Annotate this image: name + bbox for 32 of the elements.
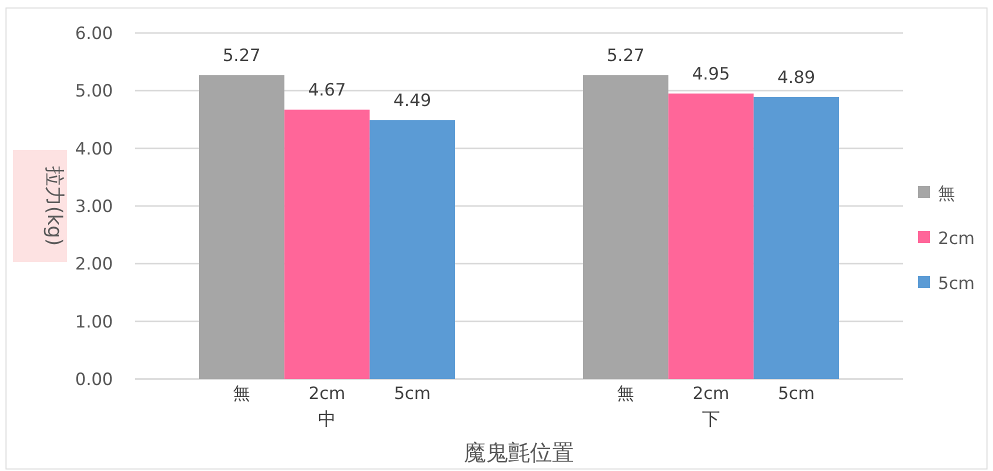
text: 5cm: [394, 384, 431, 404]
y-axis-title: 拉力(kg): [43, 166, 67, 246]
x-tick-label: 下: [702, 409, 720, 430]
bar: [583, 75, 668, 379]
y-tick-label: 0.00: [75, 370, 113, 390]
y-tick-label: 1.00: [75, 312, 113, 332]
y-tick-label: 4.00: [75, 139, 113, 160]
legend-label: 2cm: [938, 229, 975, 249]
y-tick-label: 3.00: [75, 197, 113, 217]
data-label: 4.67: [308, 80, 346, 101]
legend-label: 5cm: [938, 274, 975, 294]
legend-label: 無: [938, 184, 955, 204]
x-tick-label: 中: [318, 409, 336, 430]
data-label: 4.95: [692, 64, 730, 85]
bar: [754, 97, 839, 379]
data-label: 4.89: [777, 68, 816, 88]
bar: [370, 120, 455, 379]
y-tick-label: 2.00: [75, 254, 113, 275]
y-tick-label: 5.00: [75, 82, 113, 102]
bar: [199, 75, 284, 379]
bar: [284, 110, 370, 379]
text: 無: [233, 384, 250, 404]
x-axis-title: 魔鬼氈位置: [464, 441, 574, 466]
text: 2cm: [308, 384, 346, 404]
data-label: 5.27: [606, 46, 645, 66]
data-label: 5.27: [222, 46, 261, 66]
text: 無: [617, 384, 634, 404]
data-label: 4.49: [393, 91, 432, 112]
y-tick-label: 6.00: [75, 24, 113, 44]
text: 5cm: [778, 384, 815, 404]
text: 2cm: [692, 384, 730, 404]
bar: [668, 94, 754, 379]
